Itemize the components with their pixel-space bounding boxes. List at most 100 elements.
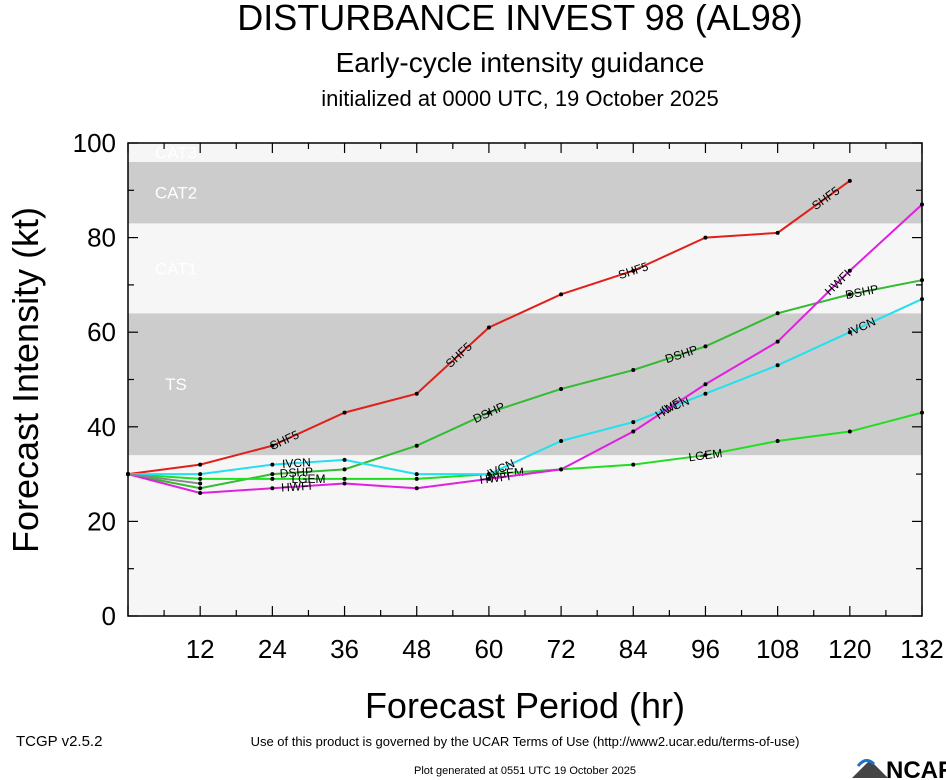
series-point-hwfi <box>847 268 852 273</box>
series-point-ivcn <box>920 297 924 302</box>
series-point-shf5 <box>703 235 708 240</box>
plot-generated: Plot generated at 0551 UTC 19 October 20… <box>414 765 636 777</box>
x-tick-label: 60 <box>474 634 503 664</box>
x-tick-label: 72 <box>547 634 576 664</box>
series-label-lgem: LGEM <box>688 446 724 464</box>
x-tick-label: 108 <box>756 634 799 664</box>
series-point-lgem <box>270 476 275 481</box>
series-point-lgem <box>847 429 852 434</box>
series-point-lgem <box>631 462 636 467</box>
series-point-dshp <box>342 467 347 472</box>
series-point-unnamed <box>198 481 203 486</box>
series-point-shf5 <box>198 462 203 467</box>
series-point-dshp <box>414 443 419 448</box>
series-point-dshp <box>847 292 852 297</box>
series-point-hwfi <box>414 486 419 491</box>
band-cat2 <box>128 161 922 224</box>
x-tick-label: 96 <box>691 634 720 664</box>
x-tick-label: 36 <box>330 634 359 664</box>
series-label-hwfi: HWFI <box>281 479 312 495</box>
chart-subtitle: Early-cycle intensity guidance <box>336 47 705 78</box>
series-point-lgem <box>703 453 708 458</box>
series-point-lgem <box>198 476 203 481</box>
y-tick-label: 0 <box>102 601 116 631</box>
band-below-ts <box>128 455 922 616</box>
series-point-unnamed <box>126 472 130 477</box>
x-tick-label: 48 <box>402 634 431 664</box>
y-tick-label: 100 <box>73 128 116 158</box>
series-point-hwfi <box>559 467 564 472</box>
series-point-lgem <box>775 438 780 443</box>
series-point-ivcn <box>486 472 491 477</box>
series-point-dshp <box>559 386 564 391</box>
x-tick-label: 132 <box>900 634 943 664</box>
band-label-cat2: CAT2 <box>155 184 197 203</box>
series-line-lgem <box>127 411 923 480</box>
series-point-hwfi <box>270 486 275 491</box>
ncar-logo-icon <box>852 760 888 778</box>
series-point-dshp <box>198 486 203 491</box>
series-point-dshp <box>920 278 924 283</box>
ncar-logo-text: NCAR <box>886 757 946 780</box>
series-point-hwfi <box>703 382 708 387</box>
series-line-ivcn <box>128 298 923 476</box>
series-point-ivcn <box>847 330 852 335</box>
band-ts <box>128 313 922 456</box>
series-point-hwfi <box>920 202 924 207</box>
chart-title: DISTURBANCE INVEST 98 (AL98) <box>237 0 803 38</box>
series-point-ivcn <box>631 420 636 425</box>
band-cat3 <box>128 143 922 162</box>
series-point-lgem <box>920 410 924 415</box>
band-label-cat3: CAT3 <box>155 143 197 162</box>
x-tick-label: 120 <box>828 634 871 664</box>
series-line-unnamed <box>127 473 201 485</box>
series-point-shf5 <box>847 178 852 183</box>
ncar-logo: NCAR <box>852 757 946 780</box>
series-point-shf5 <box>414 391 419 396</box>
series-point-dshp <box>270 472 275 477</box>
series-point-shf5 <box>775 230 780 235</box>
series-point-dshp <box>631 368 636 373</box>
series-point-shf5 <box>559 292 564 297</box>
series-point-dshp <box>703 344 708 349</box>
init-time: initialized at 0000 UTC, 19 October 2025 <box>321 86 718 111</box>
x-axis-label: Forecast Period (hr) <box>365 685 685 726</box>
series-point-dshp <box>775 311 780 316</box>
series-point-shf5 <box>270 443 275 448</box>
series-point-shf5 <box>342 410 347 415</box>
series-point-lgem <box>342 476 347 481</box>
series-point-ivcn <box>342 457 347 462</box>
x-tick-label: 84 <box>619 634 648 664</box>
x-tick-label: 12 <box>186 634 215 664</box>
y-tick-label: 20 <box>87 506 116 536</box>
y-tick-label: 60 <box>87 317 116 347</box>
series-point-hwfi <box>631 429 636 434</box>
series-point-shf5 <box>631 268 636 273</box>
series-point-lgem <box>414 476 419 481</box>
series-point-shf5 <box>486 325 491 330</box>
series-point-ivcn <box>270 462 275 467</box>
y-tick-label: 40 <box>87 412 116 442</box>
series-label-lgem: LGEM <box>291 472 325 486</box>
series-point-ivcn <box>703 391 708 396</box>
y-tick-label: 80 <box>87 223 116 253</box>
version-label: TCGP v2.5.2 <box>16 733 102 750</box>
series-label-dshp: DSHP <box>844 282 879 302</box>
series-label-dshp: DSHP <box>279 464 313 480</box>
series-point-ivcn <box>775 363 780 368</box>
plot-area: TS CAT1 CAT2 CAT3 12 24 36 48 60 72 84 96 108 120 132 0… <box>73 128 944 664</box>
series-label-ivcn: IVCN <box>282 455 312 471</box>
series-point-ivcn <box>559 438 564 443</box>
series-point-ivcn <box>414 472 419 477</box>
terms-of-use: Use of this product is governed by the U… <box>251 734 800 749</box>
x-tick-label: 24 <box>258 634 287 664</box>
series-point-ivcn <box>198 472 203 477</box>
series-point-hwfi <box>775 339 780 344</box>
series-point-hwfi <box>342 481 347 486</box>
series-point-hwfi <box>486 476 491 481</box>
band-cat1 <box>128 223 922 314</box>
series-line-dshp <box>127 279 923 490</box>
band-label-ts: TS <box>165 375 187 394</box>
series-point-dshp <box>486 410 491 415</box>
